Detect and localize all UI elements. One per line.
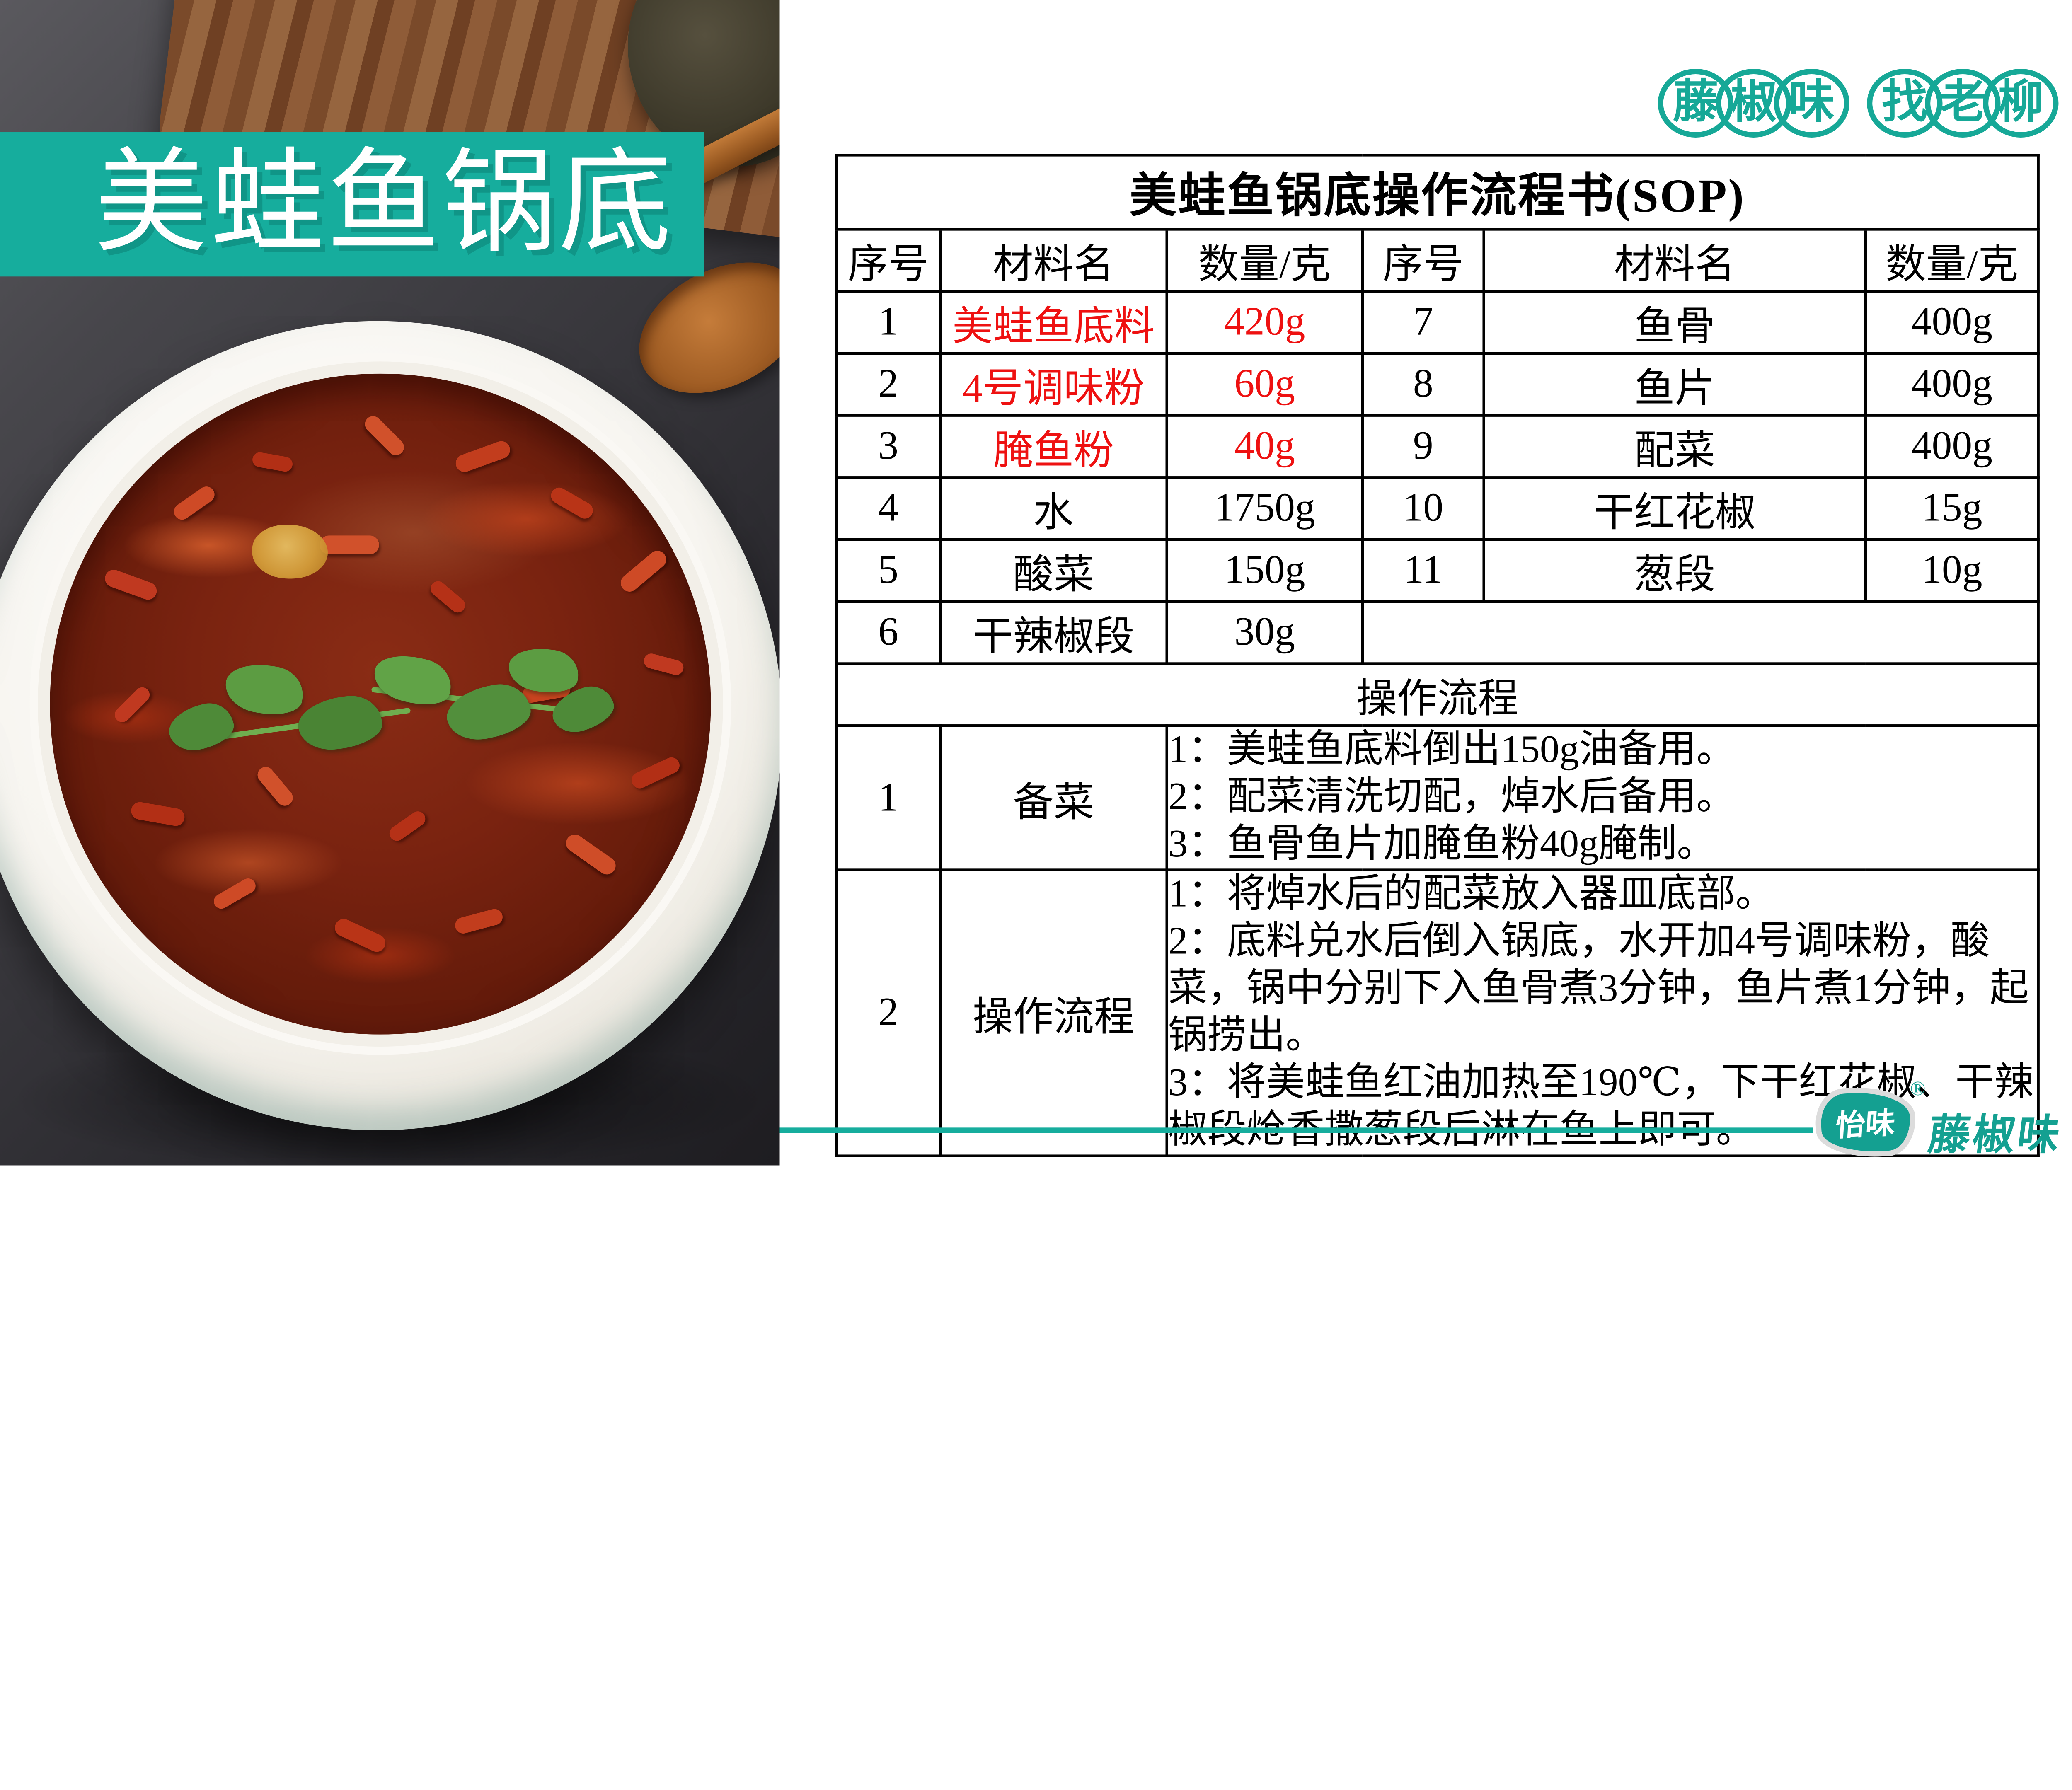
- ingredient-name: 干辣椒段: [939, 600, 1169, 665]
- ingredient-name: 干红花椒: [1482, 476, 1867, 541]
- step-line: 2：底料兑水后倒入锅底，水开加4号调味粉，酸菜，锅中分别下入鱼骨煮3分钟，鱼片煮…: [1168, 920, 2029, 1058]
- step-line: 3：鱼骨鱼片加腌鱼粉40g腌制。: [1168, 822, 1716, 866]
- chili-oil-dish: [50, 373, 711, 1035]
- ingredient-qty: 15g: [1864, 476, 2040, 541]
- ingredient-qty: 1750g: [1165, 476, 1364, 541]
- logo-text: 藤椒味: [1925, 1111, 2065, 1159]
- ingredient-qty: 30g: [1165, 600, 1364, 665]
- ingredient-row: 1 美蛙鱼底料 420g 7 鱼骨 400g: [835, 290, 2040, 355]
- ingredient-qty: 400g: [1864, 352, 2040, 417]
- ingredient-row: 3 腌鱼粉 40g 9 配菜 400g: [835, 414, 2040, 479]
- empty-cell: [1361, 600, 2040, 665]
- step-row: 1 备菜 1：美蛙鱼底料倒出150g油备用。 2：配菜清洗切配，焯水后备用。 3…: [835, 724, 2040, 871]
- badge-char: 味: [1789, 77, 1835, 128]
- ingredient-no: 2: [835, 352, 942, 417]
- ingredient-qty: 150g: [1165, 538, 1364, 603]
- step-line: 1：美蛙鱼底料倒出150g油备用。: [1168, 728, 1736, 772]
- sop-slide: 美蛙鱼锅底 藤 椒 味 找 老 柳 美蛙鱼锅底操作流程书(SOP) 序号 材料名…: [0, 0, 2065, 1166]
- table-title: 美蛙鱼锅底操作流程书(SOP): [835, 154, 2040, 231]
- ingredient-name: 腌鱼粉: [939, 414, 1169, 479]
- section-header-row: 操作流程: [835, 662, 2040, 727]
- badge-char: 柳: [1997, 77, 2044, 128]
- badge-oval: 味: [1774, 69, 1849, 138]
- step-row: 2 操作流程 1：将焯水后的配菜放入器皿底部。 2：底料兑水后倒入锅底，水开加4…: [835, 868, 2040, 1157]
- brand-logo: 怡味 ® 藤椒味: [1819, 1079, 2065, 1163]
- ingredient-qty: 420g: [1165, 290, 1364, 355]
- col-header-qty: 数量/克: [1165, 228, 1364, 293]
- sop-table: 美蛙鱼锅底操作流程书(SOP) 序号 材料名 数量/克 序号 材料名 数量/克 …: [835, 154, 2040, 1157]
- step-description: 1：美蛙鱼底料倒出150g油备用。 2：配菜清洗切配，焯水后备用。 3：鱼骨鱼片…: [1165, 724, 2040, 871]
- ingredient-no: 10: [1361, 476, 1485, 541]
- badge-char: 藤: [1673, 77, 1719, 128]
- page-title: 美蛙鱼锅底: [94, 141, 675, 266]
- ingredient-qty: 400g: [1864, 290, 2040, 355]
- ingredient-row: 5 酸菜 150g 11 葱段 10g: [835, 538, 2040, 603]
- ingredient-qty: 40g: [1165, 414, 1364, 479]
- ingredient-row: 2 4号调味粉 60g 8 鱼片 400g: [835, 352, 2040, 417]
- ingredient-qty: 400g: [1864, 414, 2040, 479]
- step-description: 1：将焯水后的配菜放入器皿底部。 2：底料兑水后倒入锅底，水开加4号调味粉，酸菜…: [1165, 868, 2040, 1157]
- table-header-row: 序号 材料名 数量/克 序号 材料名 数量/克: [835, 228, 2040, 293]
- ingredient-no: 3: [835, 414, 942, 479]
- ingredient-qty: 60g: [1165, 352, 1364, 417]
- step-label: 操作流程: [939, 868, 1169, 1157]
- step-no: 2: [835, 868, 942, 1157]
- badge-char: 椒: [1731, 77, 1777, 128]
- registered-mark: ®: [1910, 1079, 1926, 1101]
- ingredient-row: 4 水 1750g 10 干红花椒 15g: [835, 476, 2040, 541]
- col-header-material: 材料名: [939, 228, 1169, 293]
- step-label: 备菜: [939, 724, 1169, 871]
- step-line: 2：配菜清洗切配，焯水后备用。: [1168, 775, 1736, 819]
- badge-zhaolaoliu: 找 老 柳: [1867, 69, 2059, 138]
- badge-char: 找: [1882, 77, 1928, 128]
- ingredient-name: 美蛙鱼底料: [939, 290, 1169, 355]
- ingredient-no: 9: [1361, 414, 1485, 479]
- ingredient-no: 8: [1361, 352, 1485, 417]
- ingredient-no: 1: [835, 290, 942, 355]
- ingredient-no: 6: [835, 600, 942, 665]
- title-banner: 美蛙鱼锅底: [0, 132, 704, 277]
- ingredient-name: 水: [939, 476, 1169, 541]
- ingredient-name: 酸菜: [939, 538, 1169, 603]
- ingredient-name: 配菜: [1482, 414, 1867, 479]
- logo-brand: 怡味: [1835, 1105, 1896, 1143]
- fish-piece: [252, 525, 328, 579]
- step-no: 1: [835, 724, 942, 871]
- ingredient-no: 4: [835, 476, 942, 541]
- ingredient-no: 5: [835, 538, 942, 603]
- ingredient-row: 6 干辣椒段 30g: [835, 600, 2040, 665]
- badge-tengjiaowei: 藤 椒 味: [1658, 69, 1849, 138]
- section-header: 操作流程: [835, 662, 2040, 727]
- cilantro-garnish: [164, 627, 619, 830]
- col-header-no: 序号: [835, 228, 942, 293]
- ingredient-name: 鱼片: [1482, 352, 1867, 417]
- badge-oval: 柳: [1983, 69, 2059, 138]
- badge-char: 老: [1939, 77, 1986, 128]
- ingredient-no: 11: [1361, 538, 1485, 603]
- step-line: 1：将焯水后的配菜放入器皿底部。: [1168, 873, 1775, 916]
- ingredient-name: 葱段: [1482, 538, 1867, 603]
- col-header-material: 材料名: [1482, 228, 1867, 293]
- col-header-no: 序号: [1361, 228, 1485, 293]
- teal-divider-line: [779, 1127, 1813, 1133]
- col-header-qty: 数量/克: [1864, 228, 2040, 293]
- leaf-badge: 怡味: [1819, 1090, 1912, 1154]
- table-title-row: 美蛙鱼锅底操作流程书(SOP): [835, 154, 2040, 231]
- ingredient-name: 鱼骨: [1482, 290, 1867, 355]
- ingredient-qty: 10g: [1864, 538, 2040, 603]
- ingredient-no: 7: [1361, 290, 1485, 355]
- ingredient-name: 4号调味粉: [939, 352, 1169, 417]
